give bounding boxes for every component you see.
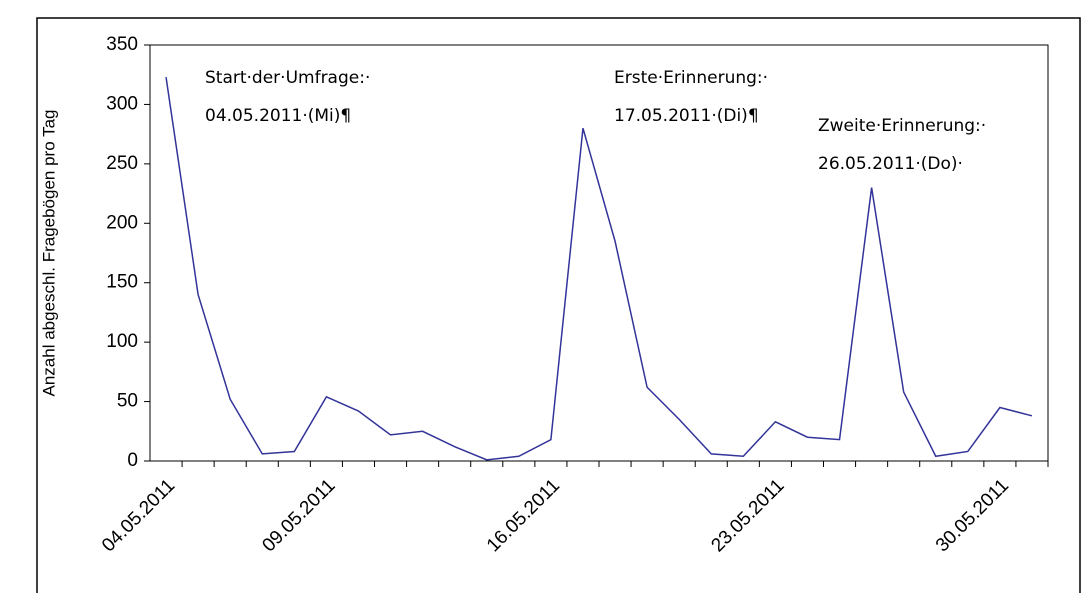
y-tick-label: 250: [106, 153, 138, 174]
y-tick-label: 50: [117, 391, 138, 412]
x-tick-label: 04.05.2011: [98, 475, 179, 556]
annotation: Start·der·Umfrage:·: [205, 68, 370, 88]
frame: [36, 17, 1081, 593]
annotation: 17.05.2011·(Di)¶: [614, 106, 759, 126]
x-tick-label: 09.05.2011: [258, 475, 339, 556]
annotation: Erste·Erinnerung:·: [614, 68, 768, 88]
x-tick-label: 23.05.2011: [707, 475, 788, 556]
line: [165, 76, 1033, 461]
y-axis-label: Anzahl abgeschl. Fragebögen pro Tag: [39, 110, 58, 397]
x-tick-label: 16.05.2011: [483, 475, 564, 556]
y-tick-label: 350: [106, 34, 138, 55]
x-tick-label: 30.05.2011: [932, 475, 1013, 556]
y-tick-label: 300: [106, 93, 138, 114]
annotation: 26.05.2011·(Do)·: [818, 154, 963, 174]
annotation: Zweite·Erinnerung:·: [818, 116, 986, 136]
y-tick-label: 0: [127, 450, 138, 471]
y-tick-label: 100: [106, 331, 138, 352]
annotation: 04.05.2011·(Mi)¶: [205, 106, 351, 126]
y-tick-label: 150: [106, 272, 138, 293]
y-tick-label: 200: [106, 212, 138, 233]
